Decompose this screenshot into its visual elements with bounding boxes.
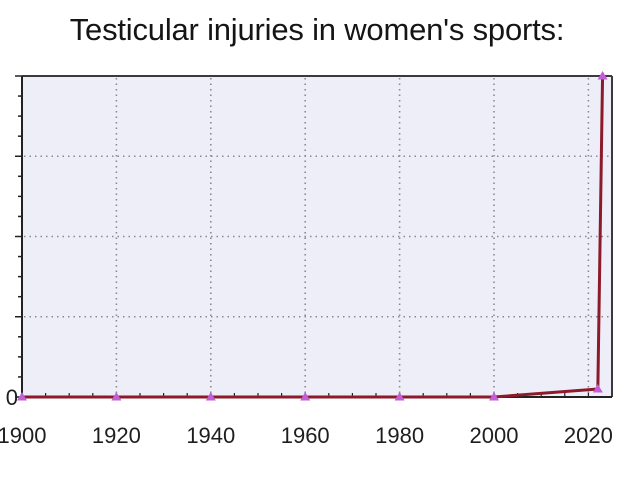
- plot-area: [22, 76, 612, 397]
- data-point-2022: [592, 383, 603, 393]
- x-tick-label-2020: 2020: [564, 423, 613, 448]
- x-tick-label-1940: 1940: [186, 423, 235, 448]
- data-point-1940: [205, 392, 216, 401]
- data-point-1960: [300, 392, 311, 401]
- y-tick-label-0: 0: [6, 385, 18, 410]
- series-line: [22, 75, 605, 399]
- series: [17, 71, 608, 401]
- data-point-2023: [597, 71, 608, 80]
- tick-labels: 1900 1920 1940 1960 1980 2000 2020 0: [0, 385, 613, 448]
- data-point-2000: [489, 392, 499, 401]
- data-point-1980: [394, 392, 405, 401]
- x-tick-label-1960: 1960: [281, 423, 330, 448]
- x-tick-label-1920: 1920: [92, 423, 141, 448]
- x-tick-label-1900: 1900: [0, 423, 46, 448]
- chart-title: Testicular injuries in women's sports:: [69, 12, 565, 47]
- gridlines: [24, 78, 610, 395]
- x-tick-label-2000: 2000: [470, 423, 519, 448]
- x-tick-label-1980: 1980: [375, 423, 424, 448]
- data-point-1900: [17, 392, 27, 401]
- data-point-1920: [111, 392, 122, 401]
